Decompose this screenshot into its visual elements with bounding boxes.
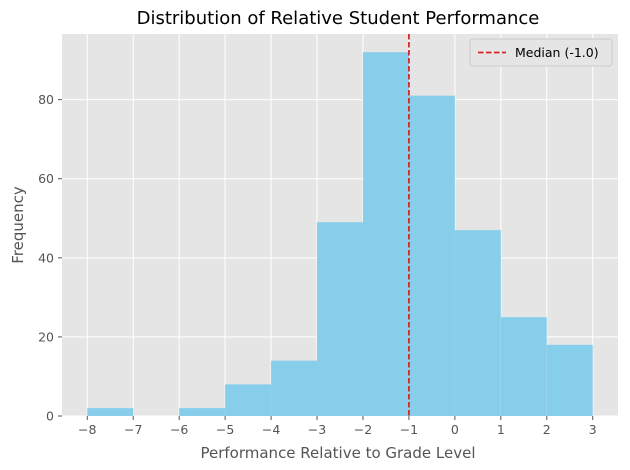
x-tick-label: −3 xyxy=(308,422,326,437)
legend: Median (-1.0) xyxy=(469,38,613,67)
x-tick-label: 1 xyxy=(497,422,505,437)
histogram-bar xyxy=(271,360,318,416)
histogram-bar xyxy=(546,344,593,416)
x-tick-label: −1 xyxy=(400,422,418,437)
y-tick-label: 0 xyxy=(46,409,54,424)
y-axis-label: Frequency xyxy=(9,186,27,264)
x-tick-label: −4 xyxy=(262,422,280,437)
histogram-bar xyxy=(179,408,226,416)
x-tick-label: −8 xyxy=(78,422,96,437)
histogram-bar xyxy=(225,384,272,416)
histogram-bar xyxy=(87,408,134,416)
y-axis-ticks: 0 20 40 60 80 xyxy=(38,92,62,424)
y-tick-label: 80 xyxy=(38,92,54,107)
histogram-bar xyxy=(500,317,547,416)
histogram-bars xyxy=(87,52,593,416)
x-tick-label: −5 xyxy=(216,422,234,437)
y-tick-label: 20 xyxy=(38,329,54,344)
x-tick-label: 3 xyxy=(589,422,597,437)
x-tick-label: 2 xyxy=(543,422,551,437)
y-tick-label: 40 xyxy=(38,250,54,265)
x-axis-ticks: −8 −7 −6 −5 −4 −3 −2 −1 0 1 2 3 xyxy=(78,416,597,437)
histogram-bar xyxy=(454,230,501,416)
histogram-bar xyxy=(408,95,455,416)
x-tick-label: −2 xyxy=(354,422,372,437)
x-tick-label: 0 xyxy=(451,422,459,437)
chart-title: Distribution of Relative Student Perform… xyxy=(137,8,540,29)
legend-entry-median: Median (-1.0) xyxy=(515,45,599,60)
x-tick-label: −6 xyxy=(170,422,188,437)
x-axis-label: Performance Relative to Grade Level xyxy=(200,444,475,462)
legend-box xyxy=(469,38,613,67)
y-tick-label: 60 xyxy=(38,171,54,186)
x-tick-label: −7 xyxy=(124,422,142,437)
histogram-bar xyxy=(362,52,409,416)
histogram-bar xyxy=(317,222,363,416)
